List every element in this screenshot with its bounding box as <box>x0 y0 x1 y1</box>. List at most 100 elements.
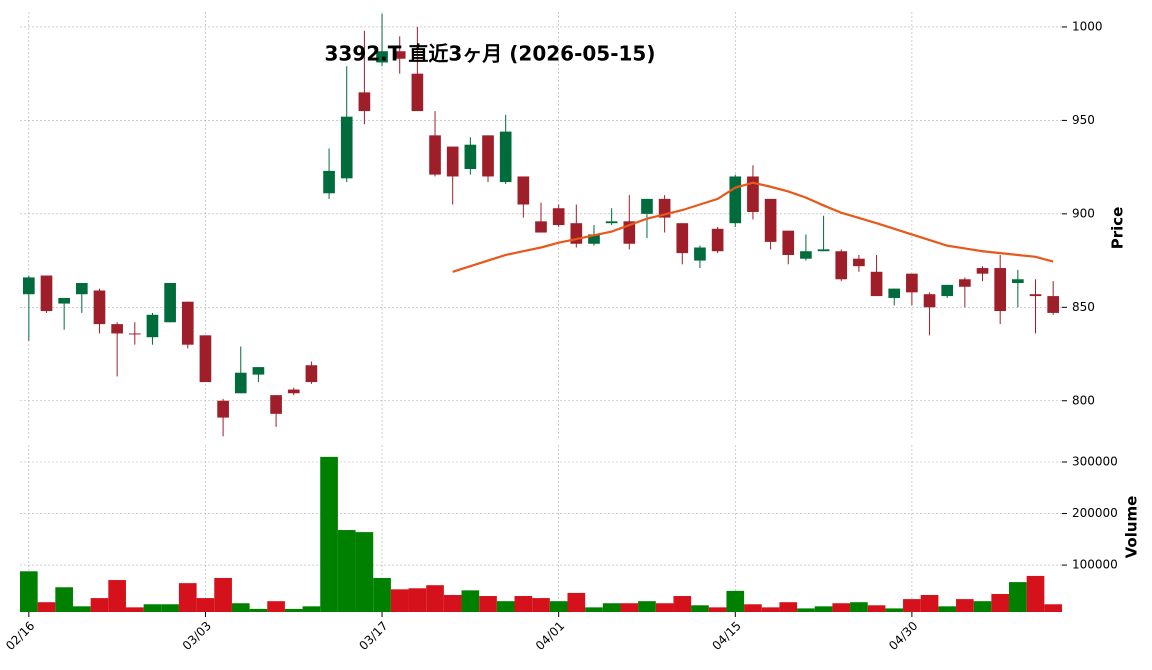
volume-bar <box>1009 582 1027 612</box>
x-tick-label: 03/03 <box>180 619 214 653</box>
candle-body <box>393 51 406 59</box>
x-tick-label: 03/17 <box>356 619 390 653</box>
candle-body <box>217 400 229 418</box>
volume-bar <box>973 601 992 612</box>
mark-layer <box>20 13 1062 612</box>
volume-bar <box>1044 604 1062 612</box>
volume-bar <box>532 598 550 612</box>
volume-bar <box>814 606 833 612</box>
candle-body <box>835 251 848 280</box>
candle-body <box>340 116 353 179</box>
candle-body <box>323 170 335 194</box>
candle-body <box>234 372 247 394</box>
volume-bar <box>602 603 621 612</box>
candle-body <box>464 144 477 169</box>
candle-body <box>870 271 883 297</box>
candle-body <box>605 221 618 224</box>
candle-body <box>923 294 936 308</box>
y-axis-label: Price <box>1109 207 1127 250</box>
volume-bar <box>302 606 321 612</box>
volume-bar <box>514 596 533 612</box>
candle-body <box>270 395 282 414</box>
y-tick-label: 1000 <box>1072 19 1103 33</box>
volume-bar <box>37 602 56 612</box>
volume-tick-label: 100000 <box>1072 558 1118 572</box>
volume-bar <box>90 598 109 612</box>
volume-bar <box>867 605 886 612</box>
candle-body <box>976 268 989 274</box>
candle-body <box>994 268 1007 312</box>
candle-body <box>146 314 159 338</box>
y-tick-label: 850 <box>1072 300 1095 314</box>
candle-body <box>411 73 424 112</box>
candle-body <box>164 283 176 323</box>
chart-title: 3392.T 直近3ヶ月 (2026-05-15) <box>325 42 656 66</box>
volume-tick-label: 300000 <box>1072 455 1118 469</box>
y-tick-label: 900 <box>1072 206 1095 220</box>
candle-body <box>552 208 565 226</box>
volume-bar <box>231 603 250 612</box>
candle-body <box>747 176 759 212</box>
volume-bar <box>797 608 815 612</box>
candle-body <box>252 367 265 375</box>
candle-body <box>23 277 35 295</box>
volume-axis-label: Volume <box>1123 496 1141 559</box>
volume-bar <box>55 587 73 612</box>
candle-body <box>641 198 653 214</box>
candle-body <box>817 249 830 252</box>
volume-bar <box>214 577 232 612</box>
volume-bar <box>567 592 586 612</box>
volume-bar <box>337 530 356 612</box>
volume-bar <box>549 601 568 612</box>
candle-body <box>658 198 671 218</box>
volume-bar <box>832 603 851 612</box>
candle-body <box>711 228 724 252</box>
candle-body <box>1029 294 1042 297</box>
x-tick-label: 04/30 <box>886 619 920 653</box>
candle-body <box>181 301 194 345</box>
candle-body <box>517 176 530 205</box>
volume-bar <box>761 607 780 612</box>
volume-bar <box>673 596 692 612</box>
volume-bar <box>284 608 303 612</box>
candle-body <box>1012 279 1024 284</box>
volume-bar <box>585 607 603 612</box>
volume-bar <box>161 604 179 612</box>
candle-body <box>446 146 459 177</box>
candle-body <box>588 234 600 244</box>
candle-body <box>959 279 971 287</box>
moving-average-line <box>452 181 1054 273</box>
volume-bar <box>655 603 674 612</box>
volume-bar <box>479 596 497 612</box>
candle-body <box>40 275 53 312</box>
x-tick-label: 04/15 <box>710 619 744 653</box>
volume-bar <box>708 607 727 612</box>
volume-bar <box>320 456 338 612</box>
candle-body <box>570 223 583 244</box>
candle-body <box>199 335 212 383</box>
volume-bar <box>108 580 126 612</box>
candle-body <box>800 251 812 259</box>
volume-bar <box>744 604 762 612</box>
candle-body <box>941 284 954 297</box>
candle-body <box>482 135 494 177</box>
candle-body <box>287 389 300 394</box>
volume-bar <box>178 583 197 612</box>
candle-body <box>93 290 106 325</box>
candle-body <box>676 223 689 254</box>
candle-body <box>305 365 318 383</box>
candle-body <box>358 92 371 112</box>
candle-body <box>376 51 388 63</box>
candle-body <box>1047 296 1059 313</box>
volume-bar <box>426 585 444 612</box>
candle-body <box>111 324 123 334</box>
volume-bar <box>390 589 409 612</box>
volume-tick-label: 200000 <box>1072 506 1118 520</box>
candle-body <box>729 176 742 224</box>
candle-body <box>906 273 918 293</box>
volume-bar <box>620 603 639 612</box>
candle-body <box>75 283 88 295</box>
volume-bar <box>143 604 162 612</box>
candle-body <box>853 258 865 267</box>
candle-body <box>429 135 441 175</box>
